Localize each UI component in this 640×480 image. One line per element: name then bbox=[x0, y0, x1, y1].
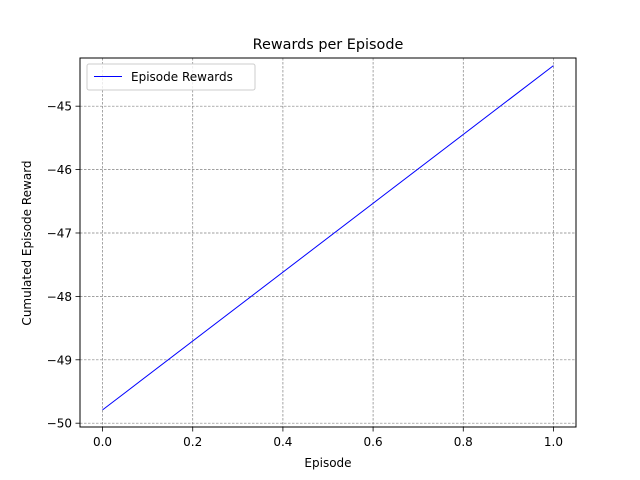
y-tick-label: −47 bbox=[47, 226, 72, 240]
y-axis: −50 −49 −48 −47 −46 −45 bbox=[47, 100, 80, 431]
x-tick-label: 1.0 bbox=[544, 435, 563, 449]
legend: Episode Rewards bbox=[86, 63, 256, 91]
y-axis-label: Cumulated Episode Reward bbox=[20, 160, 34, 325]
y-tick-label: −49 bbox=[47, 353, 72, 367]
x-tick-label: 0.8 bbox=[454, 435, 473, 449]
series-layer bbox=[102, 65, 554, 411]
y-tick-label: −45 bbox=[47, 100, 72, 114]
y-tick-label: −48 bbox=[47, 290, 72, 304]
series-line-episode-rewards bbox=[102, 65, 554, 411]
x-axis-label: Episode bbox=[304, 456, 351, 470]
legend-label: Episode Rewards bbox=[131, 70, 233, 84]
x-tick-label: 0.6 bbox=[364, 435, 383, 449]
x-tick-label: 0.2 bbox=[183, 435, 202, 449]
x-tick-label: 0.0 bbox=[93, 435, 112, 449]
plot-frame bbox=[79, 57, 577, 428]
legend-box bbox=[86, 63, 256, 91]
x-axis: 0.0 0.2 0.4 0.6 0.8 1.0 bbox=[93, 427, 563, 449]
y-tick-label: −50 bbox=[47, 417, 72, 431]
x-tick-label: 0.4 bbox=[273, 435, 292, 449]
y-tick-label: −46 bbox=[47, 163, 72, 177]
grid bbox=[80, 58, 576, 427]
chart-title: Rewards per Episode bbox=[253, 37, 404, 53]
